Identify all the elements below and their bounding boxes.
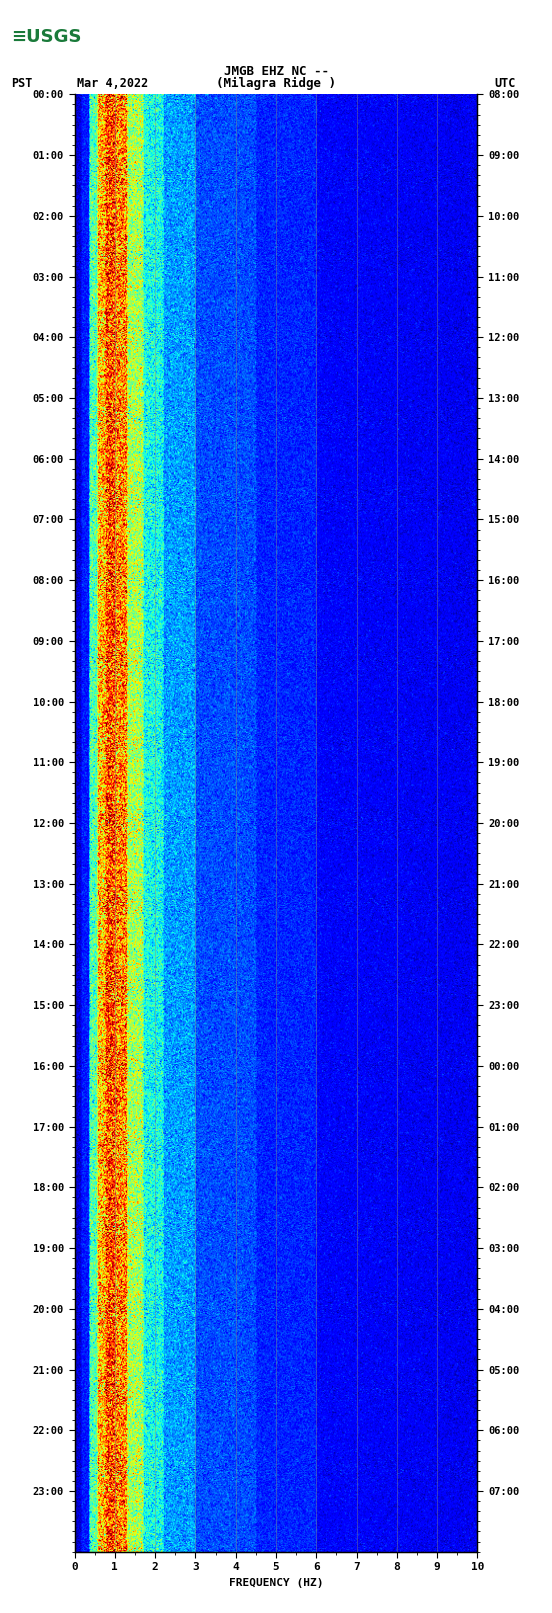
X-axis label: FREQUENCY (HZ): FREQUENCY (HZ) [229, 1578, 323, 1587]
Text: (Milagra Ridge ): (Milagra Ridge ) [216, 76, 336, 90]
Text: UTC: UTC [494, 76, 516, 90]
Text: PST: PST [11, 76, 33, 90]
Text: JMGB EHZ NC --: JMGB EHZ NC -- [224, 65, 328, 79]
Text: Mar 4,2022: Mar 4,2022 [77, 76, 148, 90]
Text: ≡USGS: ≡USGS [11, 27, 82, 47]
